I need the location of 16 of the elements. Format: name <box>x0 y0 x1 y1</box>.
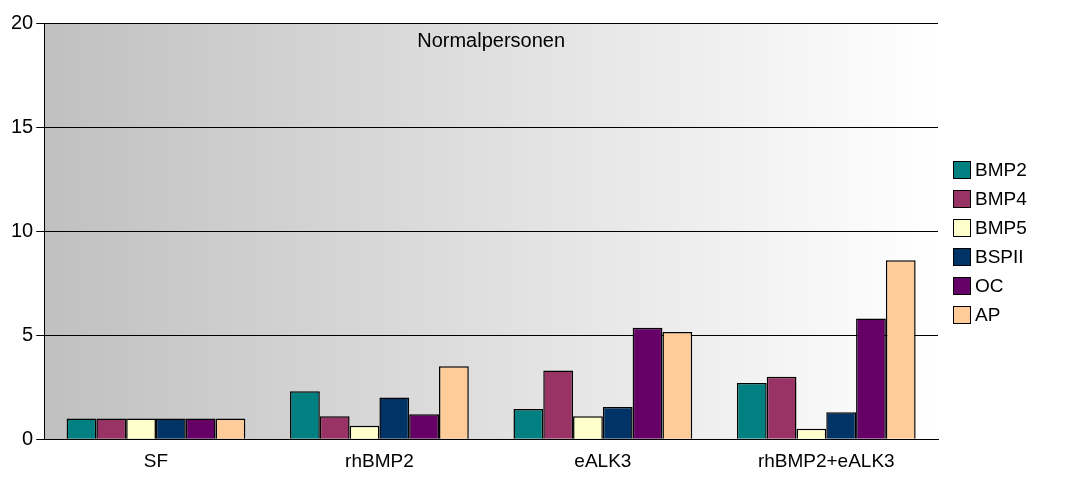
x-tick-label: eALK3 <box>574 449 632 471</box>
legend-label: BSPII <box>975 245 1024 268</box>
y-tick-label: 15 <box>11 114 34 137</box>
y-tick-label: 5 <box>22 322 34 345</box>
legend-label: AP <box>975 303 1001 326</box>
legend-label: OC <box>975 274 1004 297</box>
legend-label: BMP2 <box>975 158 1027 181</box>
y-tick-label: 10 <box>11 218 34 241</box>
x-tick-label: rhBMP2+eALK3 <box>757 449 895 471</box>
x-tick-label: SF <box>143 449 169 471</box>
y-tick-label: 20 <box>11 10 34 33</box>
legend-label: BMP4 <box>975 187 1027 210</box>
chart-title: Normalpersonen <box>417 28 566 51</box>
legend-label: BMP5 <box>975 216 1027 239</box>
y-tick-label: 0 <box>22 426 34 449</box>
x-tick-label: rhBMP2 <box>345 449 414 471</box>
